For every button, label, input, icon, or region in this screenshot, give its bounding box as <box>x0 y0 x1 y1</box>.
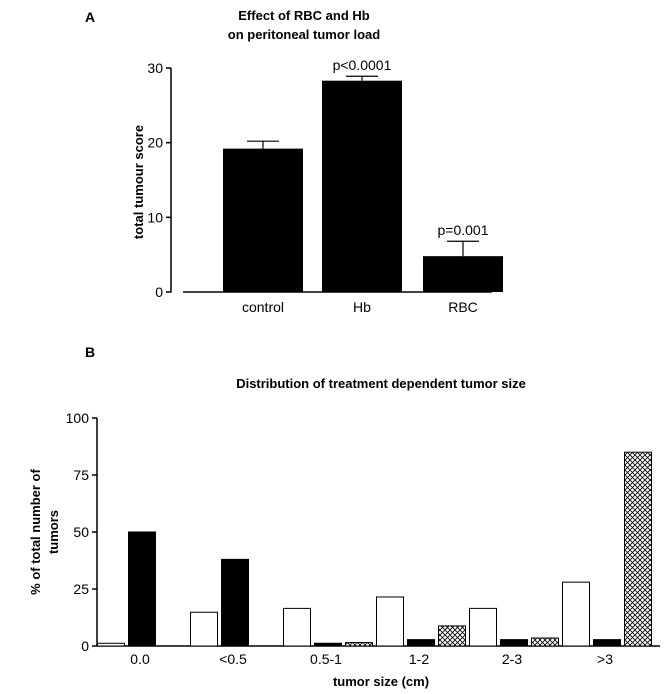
chart-a-y-axis-label: total tumour score <box>131 125 146 239</box>
chart-b-bar-black <box>314 642 342 647</box>
chart-a-bar <box>322 80 402 293</box>
chart-b-bar-hatched <box>624 451 652 647</box>
chart-b-bar-black <box>500 639 528 647</box>
chart-b-y-tick-label: 0 <box>81 638 89 654</box>
chart-b-bar-white <box>562 581 590 647</box>
chart-b-y-tick-label: 50 <box>73 524 89 540</box>
chart-b-bar-white <box>469 607 497 647</box>
chart-b-bar-white <box>97 642 125 647</box>
panel-a-label: A <box>85 9 95 25</box>
chart-b-y-tick-label: 25 <box>73 581 89 597</box>
chart-b-x-tick-label: 0.0 <box>130 651 150 667</box>
chart-b-bar-black <box>593 639 621 647</box>
chart-a-y-tick-label: 30 <box>147 60 163 76</box>
chart-a-p-value: p<0.0001 <box>333 57 392 73</box>
chart-b-y-axis-label-line1: % of total number of <box>28 469 43 595</box>
chart-b-bars <box>97 451 652 647</box>
chart-a-p-value: p=0.001 <box>438 222 489 238</box>
chart-b-y-axis-label-line2: tumors <box>46 510 61 554</box>
chart-a-labels: 0 10 20 30 control Hb p<0.0001 RBC p=0.001 <box>147 57 488 315</box>
chart-b-x-tick-label: 1-2 <box>409 651 429 667</box>
chart-a-title-line1: Effect of RBC and Hb <box>238 8 370 23</box>
panel-b-label: B <box>85 344 95 360</box>
chart-b-bar-hatched <box>531 637 559 647</box>
chart-b-y-tick-label: 100 <box>66 410 90 426</box>
chart-a-y-tick-label: 10 <box>147 209 163 225</box>
chart-a-bars <box>223 75 503 293</box>
chart-a-bar <box>223 148 303 292</box>
chart-b: B Distribution of treatment dependent tu… <box>28 344 660 689</box>
chart-b-bar-white <box>190 611 218 647</box>
chart-b-bar-white <box>376 596 404 647</box>
chart-b-title: Distribution of treatment dependent tumo… <box>236 376 526 391</box>
chart-a: A Effect of RBC and Hb on peritoneal tum… <box>85 8 503 315</box>
chart-b-bar-hatched <box>438 625 466 647</box>
chart-b-x-tick-label: >3 <box>597 651 613 667</box>
chart-a-title-line2: on peritoneal tumor load <box>228 27 380 42</box>
chart-a-bar <box>423 256 503 292</box>
chart-b-x-tick-label: 2-3 <box>502 651 522 667</box>
chart-b-x-tick-label: 0.5-1 <box>310 651 342 667</box>
chart-a-x-tick-label: Hb <box>353 299 371 315</box>
chart-b-bar-white <box>283 607 311 647</box>
chart-b-bar-hatched <box>345 642 373 647</box>
chart-b-x-tick-label: <0.5 <box>219 651 247 667</box>
chart-a-x-tick-label: control <box>242 299 284 315</box>
chart-a-y-tick-label: 20 <box>147 135 163 151</box>
chart-b-bar-black <box>128 531 156 647</box>
chart-b-labels: 0 25 50 75 100 0.0 <0.5 0.5-1 1-2 2-3 >3 <box>66 410 614 667</box>
chart-b-x-axis-label: tumor size (cm) <box>333 674 429 689</box>
chart-a-x-tick-label: RBC <box>448 299 478 315</box>
chart-b-bar-black <box>221 558 249 647</box>
chart-b-bar-black <box>407 639 435 647</box>
chart-a-y-tick-label: 0 <box>155 284 163 300</box>
chart-b-y-tick-label: 75 <box>73 467 89 483</box>
